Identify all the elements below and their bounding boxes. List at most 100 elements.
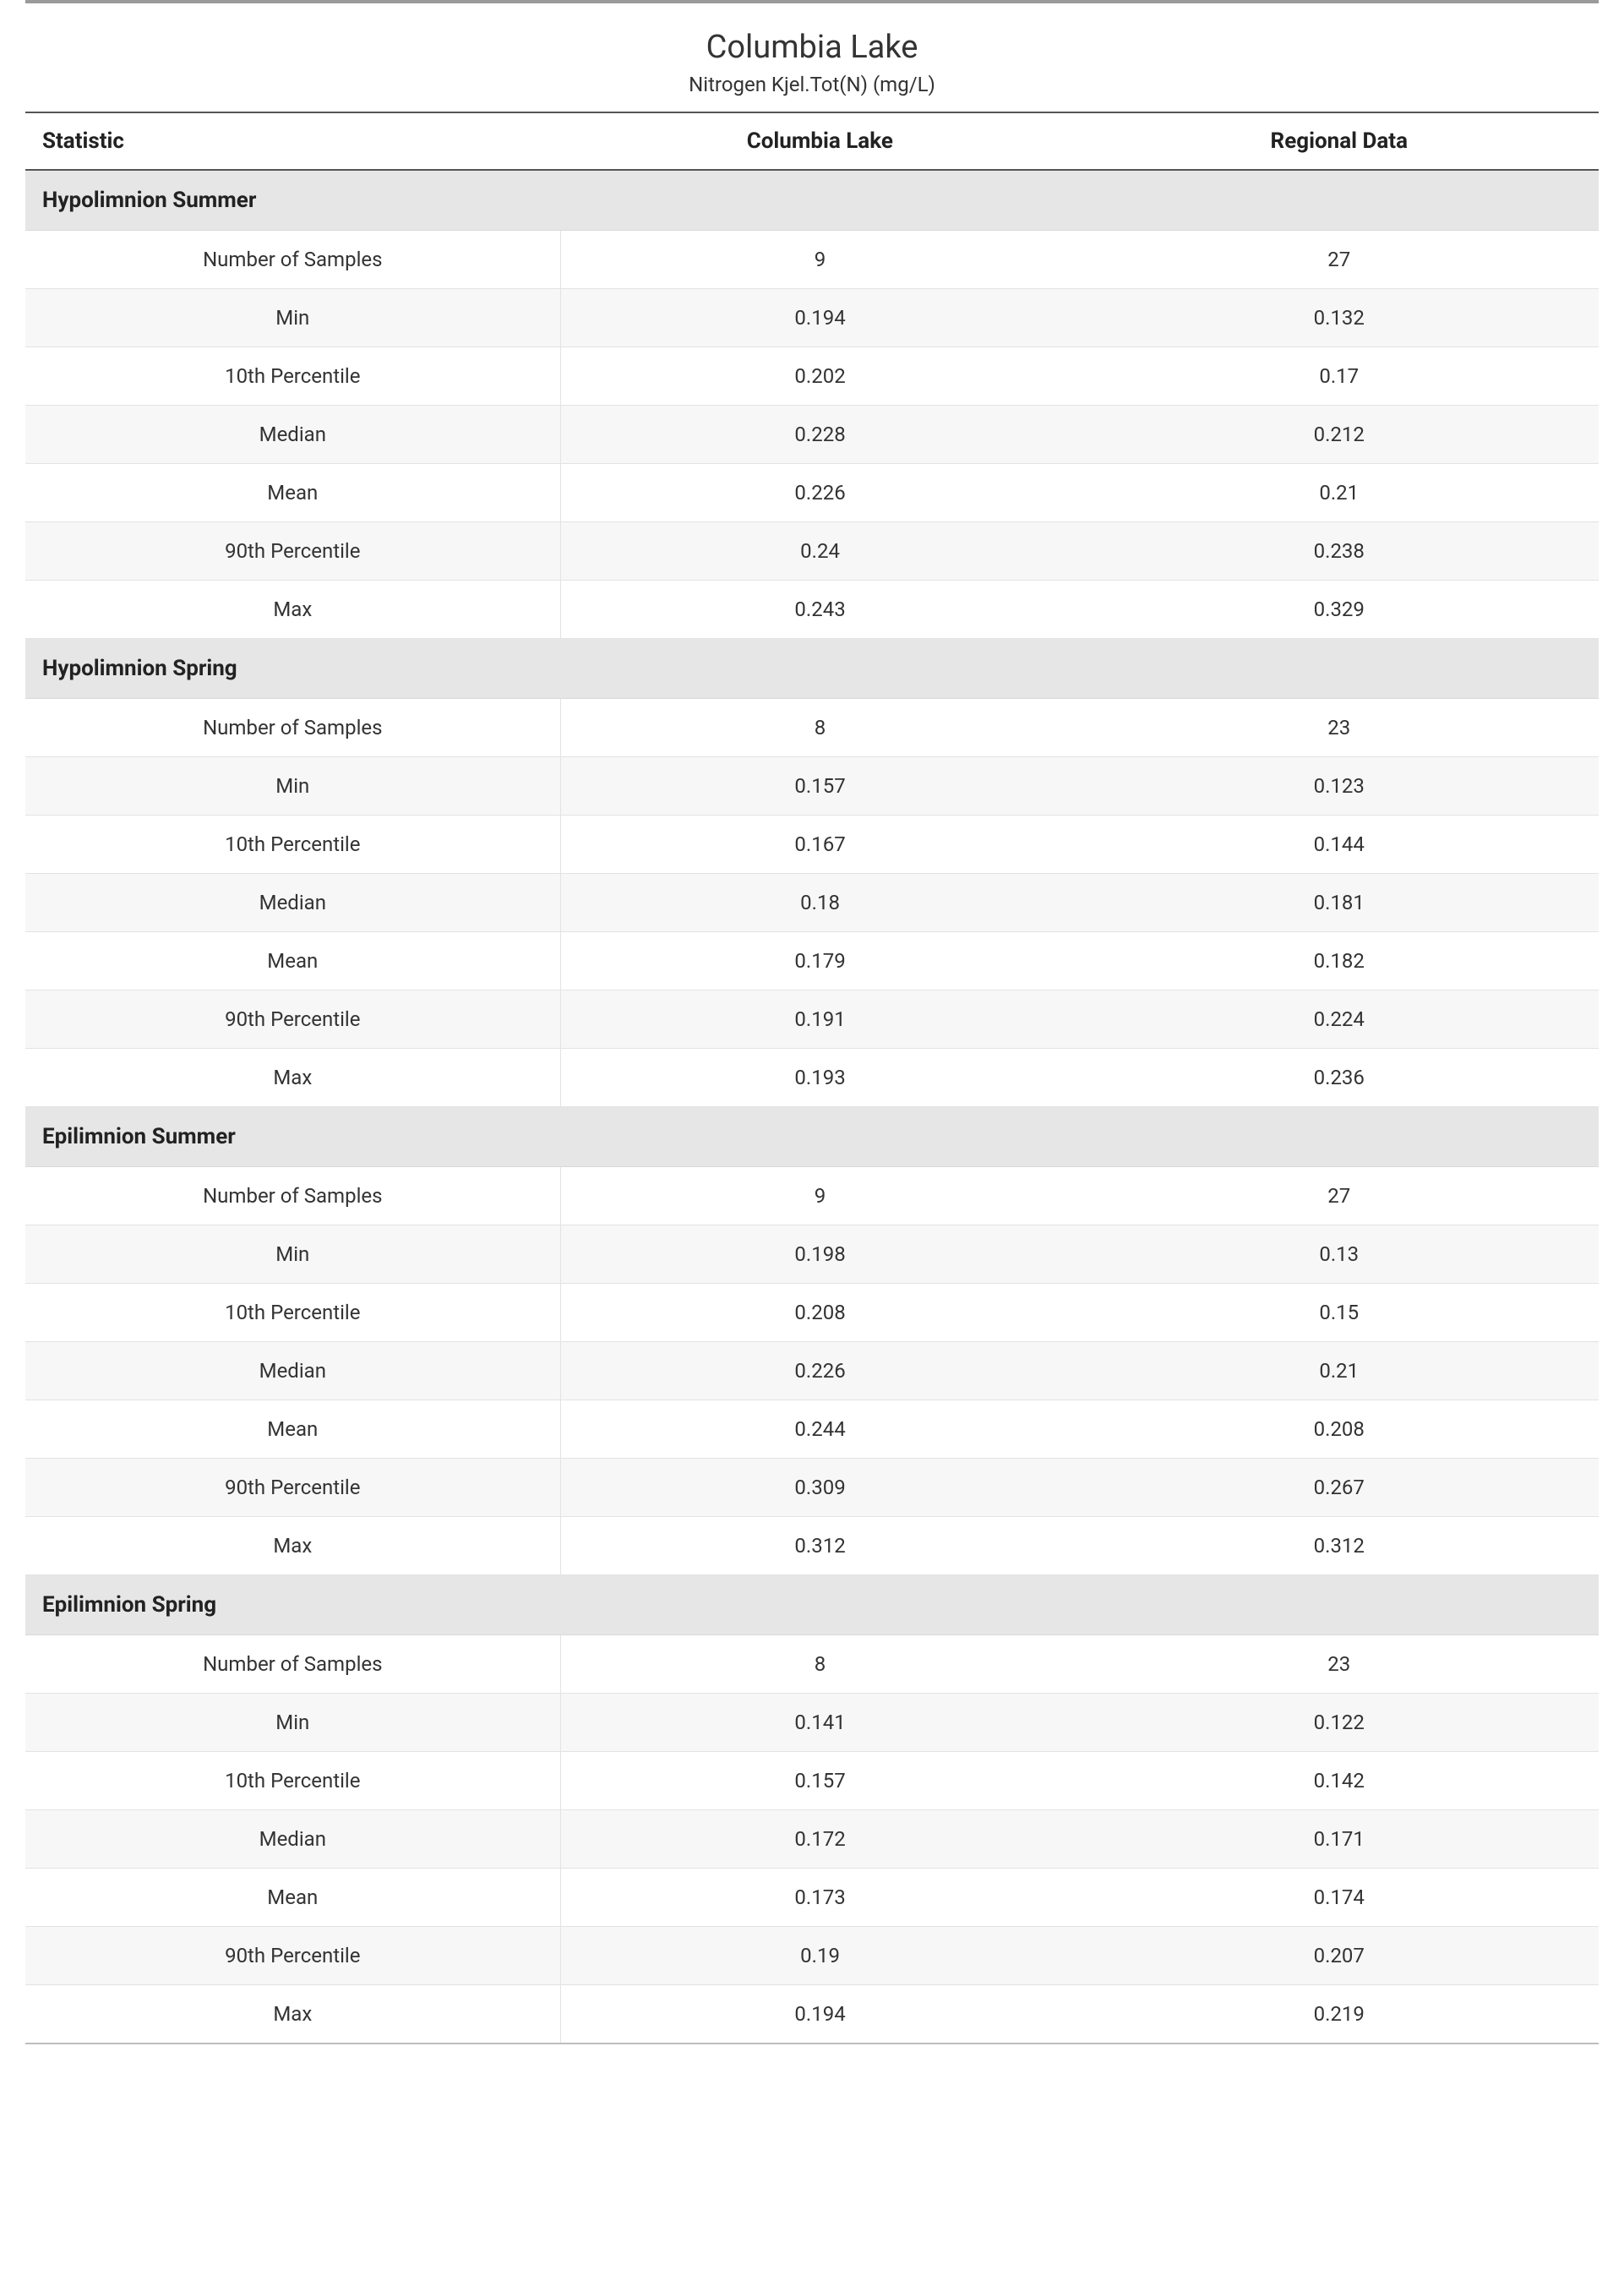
stat-label: 10th Percentile (25, 347, 560, 406)
value-lake: 0.157 (560, 757, 1079, 816)
value-lake: 0.179 (560, 932, 1079, 990)
value-lake: 0.24 (560, 522, 1079, 581)
value-lake: 9 (560, 1167, 1079, 1225)
value-lake: 0.194 (560, 289, 1079, 347)
value-regional: 0.236 (1080, 1049, 1599, 1107)
value-lake: 0.193 (560, 1049, 1079, 1107)
table-row: Max0.1940.219 (25, 1985, 1599, 2044)
col-header-regional: Regional Data (1080, 113, 1599, 170)
table-row: 90th Percentile0.240.238 (25, 522, 1599, 581)
stat-label: Number of Samples (25, 699, 560, 757)
value-lake: 0.228 (560, 406, 1079, 464)
stat-label: Max (25, 1517, 560, 1575)
page: Columbia Lake Nitrogen Kjel.Tot(N) (mg/L… (0, 0, 1624, 2095)
value-regional: 0.174 (1080, 1869, 1599, 1927)
stat-label: Min (25, 1225, 560, 1284)
table-row: 90th Percentile0.190.207 (25, 1927, 1599, 1985)
value-regional: 27 (1080, 1167, 1599, 1225)
table-header-row: Statistic Columbia Lake Regional Data (25, 113, 1599, 170)
value-regional: 0.329 (1080, 581, 1599, 639)
table-row: 10th Percentile0.1670.144 (25, 816, 1599, 874)
value-regional: 0.144 (1080, 816, 1599, 874)
stat-label: Mean (25, 464, 560, 522)
table-row: Mean0.1730.174 (25, 1869, 1599, 1927)
value-regional: 0.181 (1080, 874, 1599, 932)
table-row: 10th Percentile0.1570.142 (25, 1752, 1599, 1810)
section-header-row: Epilimnion Spring (25, 1575, 1599, 1635)
value-regional: 0.142 (1080, 1752, 1599, 1810)
stat-label: Min (25, 757, 560, 816)
value-regional: 0.224 (1080, 990, 1599, 1049)
table-row: Max0.2430.329 (25, 581, 1599, 639)
table-row: Min0.1410.122 (25, 1694, 1599, 1752)
table-row: Number of Samples927 (25, 1167, 1599, 1225)
table-row: Median0.1720.171 (25, 1810, 1599, 1869)
value-lake: 0.244 (560, 1400, 1079, 1459)
stat-label: Min (25, 1694, 560, 1752)
value-lake: 0.157 (560, 1752, 1079, 1810)
stat-label: 90th Percentile (25, 990, 560, 1049)
table-row: Mean0.2260.21 (25, 464, 1599, 522)
value-regional: 0.182 (1080, 932, 1599, 990)
table-row: Max0.1930.236 (25, 1049, 1599, 1107)
table-row: Median0.2280.212 (25, 406, 1599, 464)
section-header-row: Epilimnion Summer (25, 1107, 1599, 1167)
stat-label: Min (25, 289, 560, 347)
value-lake: 0.173 (560, 1869, 1079, 1927)
page-subtitle: Nitrogen Kjel.Tot(N) (mg/L) (25, 73, 1599, 96)
table-row: Max0.3120.312 (25, 1517, 1599, 1575)
value-lake: 8 (560, 699, 1079, 757)
stat-label: Number of Samples (25, 231, 560, 289)
value-lake: 0.18 (560, 874, 1079, 932)
table-row: Median0.180.181 (25, 874, 1599, 932)
stat-label: Max (25, 581, 560, 639)
value-lake: 8 (560, 1635, 1079, 1694)
value-lake: 0.312 (560, 1517, 1079, 1575)
stat-label: Median (25, 406, 560, 464)
value-regional: 0.212 (1080, 406, 1599, 464)
value-regional: 0.123 (1080, 757, 1599, 816)
value-regional: 0.238 (1080, 522, 1599, 581)
value-regional: 0.207 (1080, 1927, 1599, 1985)
table-row: 10th Percentile0.2020.17 (25, 347, 1599, 406)
value-lake: 9 (560, 231, 1079, 289)
stat-label: Max (25, 1049, 560, 1107)
value-regional: 0.17 (1080, 347, 1599, 406)
value-lake: 0.198 (560, 1225, 1079, 1284)
value-regional: 27 (1080, 231, 1599, 289)
table-row: Min0.1940.132 (25, 289, 1599, 347)
value-lake: 0.202 (560, 347, 1079, 406)
stat-label: 90th Percentile (25, 1459, 560, 1517)
stat-label: Mean (25, 932, 560, 990)
table-row: Number of Samples823 (25, 1635, 1599, 1694)
stats-table: Statistic Columbia Lake Regional Data Hy… (25, 113, 1599, 2044)
section-header-row: Hypolimnion Spring (25, 639, 1599, 699)
section-title: Hypolimnion Summer (25, 170, 1599, 231)
value-regional: 0.21 (1080, 1342, 1599, 1400)
value-regional: 0.132 (1080, 289, 1599, 347)
value-regional: 0.13 (1080, 1225, 1599, 1284)
table-row: Median0.2260.21 (25, 1342, 1599, 1400)
table-body: Hypolimnion SummerNumber of Samples927Mi… (25, 170, 1599, 2044)
table-row: Number of Samples823 (25, 699, 1599, 757)
stat-label: 10th Percentile (25, 1284, 560, 1342)
page-title: Columbia Lake (25, 29, 1599, 66)
top-rule (25, 0, 1599, 3)
section-title: Hypolimnion Spring (25, 639, 1599, 699)
title-block: Columbia Lake Nitrogen Kjel.Tot(N) (mg/L… (25, 20, 1599, 113)
value-regional: 23 (1080, 1635, 1599, 1694)
stat-label: Max (25, 1985, 560, 2044)
section-title: Epilimnion Summer (25, 1107, 1599, 1167)
value-lake: 0.19 (560, 1927, 1079, 1985)
value-lake: 0.208 (560, 1284, 1079, 1342)
value-lake: 0.167 (560, 816, 1079, 874)
stat-label: Median (25, 1810, 560, 1869)
stat-label: 90th Percentile (25, 522, 560, 581)
value-lake: 0.191 (560, 990, 1079, 1049)
table-row: 10th Percentile0.2080.15 (25, 1284, 1599, 1342)
value-lake: 0.309 (560, 1459, 1079, 1517)
table-row: Min0.1980.13 (25, 1225, 1599, 1284)
value-lake: 0.243 (560, 581, 1079, 639)
value-regional: 0.21 (1080, 464, 1599, 522)
col-header-lake: Columbia Lake (560, 113, 1079, 170)
